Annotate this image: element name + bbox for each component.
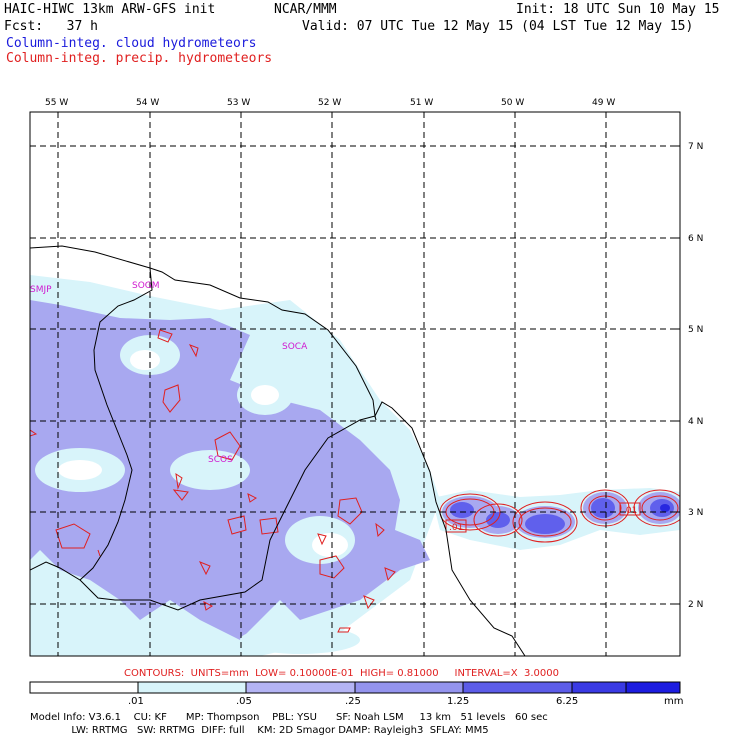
field-label-precip: Column-integ. precip. hydrometeors xyxy=(6,51,273,66)
lon-label: 55 W xyxy=(45,98,68,108)
tick-marks xyxy=(57,112,680,605)
precip-contours xyxy=(30,329,680,633)
contour-label: .01 xyxy=(623,506,637,516)
field-label-cloud: Column-integ. cloud hydrometeors xyxy=(6,36,257,51)
border-east xyxy=(79,415,376,611)
lat-label: 7 N xyxy=(688,142,703,152)
lon-label: 49 W xyxy=(592,98,615,108)
contour-value-labels: .01 .01 xyxy=(449,506,637,533)
colorbar-level: .01 xyxy=(128,696,144,707)
lat-label: 4 N xyxy=(688,417,703,427)
station-sogm: SOGM xyxy=(132,281,160,291)
station-scos: SCOS xyxy=(208,455,233,465)
longitude-labels: 55 W 54 W 53 W 52 W 51 W 50 W 49 W xyxy=(45,98,615,108)
colorbar-level: .25 xyxy=(345,696,361,707)
lon-label: 51 W xyxy=(410,98,433,108)
lon-label: 53 W xyxy=(227,98,250,108)
latitude-labels: 7 N 6 N 5 N 4 N 3 N 2 N xyxy=(688,142,703,610)
lon-label: 50 W xyxy=(501,98,524,108)
colorbar-units: mm xyxy=(664,696,683,707)
lat-label: 2 N xyxy=(688,600,703,610)
lat-label: 5 N xyxy=(688,325,703,335)
colorbar-level: 6.25 xyxy=(556,696,578,707)
lat-label: 3 N xyxy=(688,508,703,518)
institution: NCAR/MMM xyxy=(274,2,337,17)
run-title: HAIC-HIWC 13km ARW-GFS init xyxy=(4,2,216,17)
lon-label: 54 W xyxy=(136,98,159,108)
model-info-line2: LW: RRTMG SW: RRTMG DIFF: full KM: 2D Sm… xyxy=(30,725,489,736)
model-info-line1: Model Info: V3.6.1 CU: KF MP: Thompson P… xyxy=(30,712,548,723)
colorbar-level: 1.25 xyxy=(447,696,469,707)
forecast-hour: Fcst: 37 h xyxy=(4,19,98,34)
lat-label: 6 N xyxy=(688,234,703,244)
coastline-borders xyxy=(30,245,526,656)
station-smjp: SMJP xyxy=(30,285,52,295)
plot-frame xyxy=(29,111,681,657)
station-labels: SMJP SOGM SOCA SCOS xyxy=(30,281,308,465)
contour-label: .01 xyxy=(449,523,463,533)
station-soca: SOCA xyxy=(282,342,308,352)
coastline xyxy=(30,245,526,656)
colorbar-level: .05 xyxy=(236,696,252,707)
init-time: Init: 18 UTC Sun 10 May 15 xyxy=(516,2,720,17)
shaded-field xyxy=(30,275,680,656)
colorbar: .01 .05 .25 1.25 6.25 mm xyxy=(29,681,683,707)
contours-info: CONTOURS: UNITS=mm LOW= 0.10000E-01 HIGH… xyxy=(124,668,559,679)
border-west xyxy=(30,267,153,581)
lon-label: 52 W xyxy=(318,98,341,108)
graticule xyxy=(30,112,680,656)
valid-time: Valid: 07 UTC Tue 12 May 15 (04 LST Tue … xyxy=(302,19,694,34)
